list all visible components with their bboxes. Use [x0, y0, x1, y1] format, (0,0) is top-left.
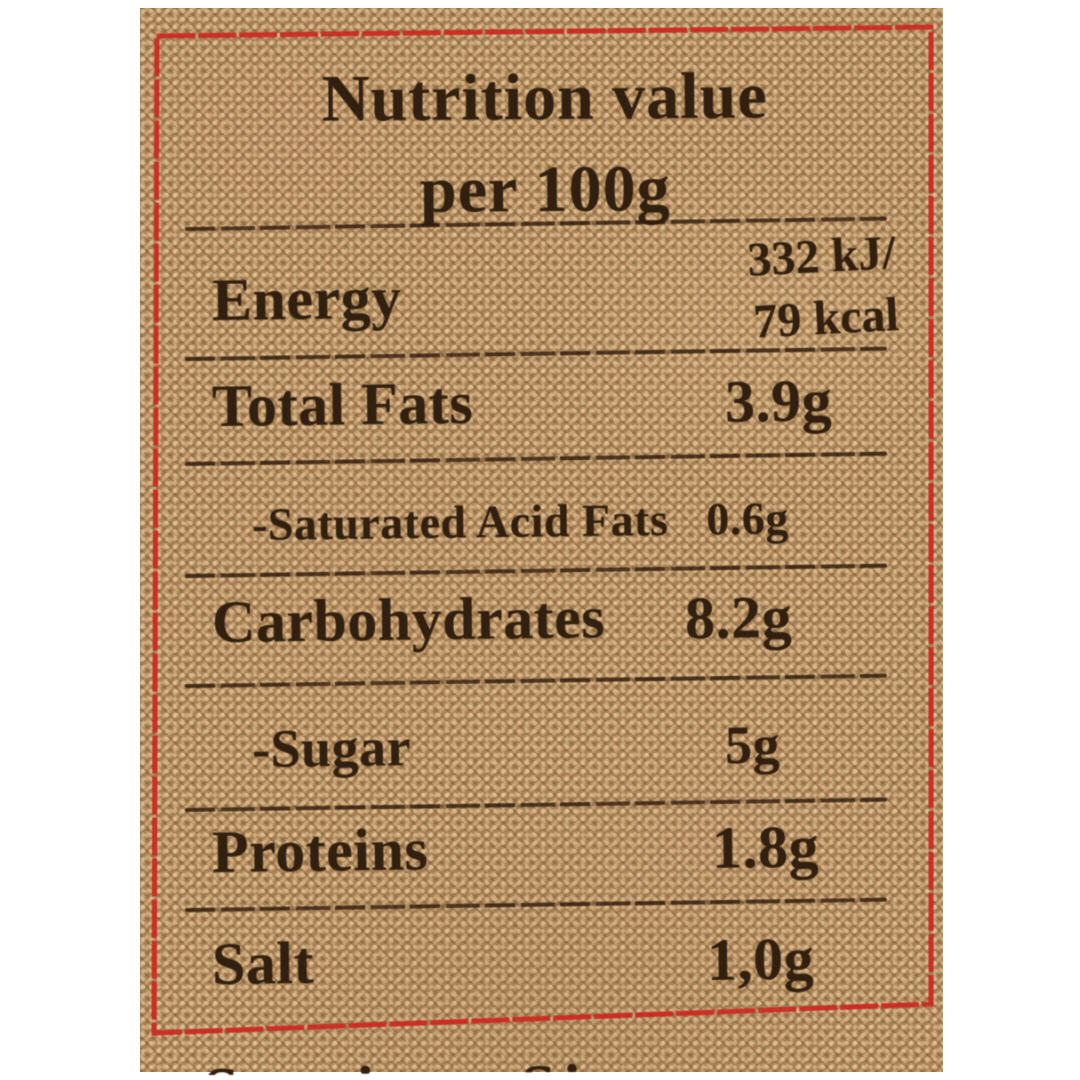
label-title-line1: Nutrition value: [321, 59, 768, 136]
row-label-proteins: Proteins: [211, 816, 429, 885]
nutrition-row-sugar: -Sugar 5g: [252, 709, 953, 780]
red-border-frame: [151, 24, 934, 1036]
nutrition-row-proteins: Proteins 1.8g: [212, 809, 913, 887]
row-label-energy: Energy: [211, 264, 403, 333]
nutrition-row-carbohydrates: Carbohydrates 8.2g: [212, 579, 913, 657]
label-title: Nutrition value per 100g: [169, 49, 920, 238]
row-value-proteins: 1.8g: [711, 813, 820, 881]
nutrition-row-salt: Salt 1,0g: [212, 921, 913, 999]
nutrition-row-total-fats: Total Fats 3.9g: [212, 363, 913, 441]
label-content: Nutrition value per 100g Energy 332 kJ/ …: [140, 8, 943, 1075]
row-label-carbohydrates: Carbohydrates: [211, 584, 606, 655]
row-value-salt: 1,0g: [706, 925, 815, 993]
row-value-total-fats: 3.9g: [724, 367, 833, 435]
row-value-saturated-fats: 0.6g: [705, 492, 790, 545]
row-label-salt: Salt: [211, 929, 315, 997]
energy-value-kj: 332 kJ/: [746, 226, 897, 287]
row-label-sugar: -Sugar: [251, 717, 412, 779]
kraft-label-photo: Nutrition value per 100g Energy 332 kJ/ …: [140, 8, 943, 1075]
row-label-saturated-fats: -Saturated Acid Fats: [251, 493, 669, 550]
energy-value-block: 332 kJ/ 79 kcal: [746, 222, 900, 354]
nutrition-row-saturated-fats: -Saturated Acid Fats 0.6g: [252, 489, 953, 551]
row-label-total-fats: Total Fats: [211, 369, 474, 439]
energy-value-kcal: 79 kcal: [752, 288, 900, 349]
row-value-carbohydrates: 8.2g: [684, 583, 793, 652]
row-value-sugar: 5g: [724, 714, 781, 776]
